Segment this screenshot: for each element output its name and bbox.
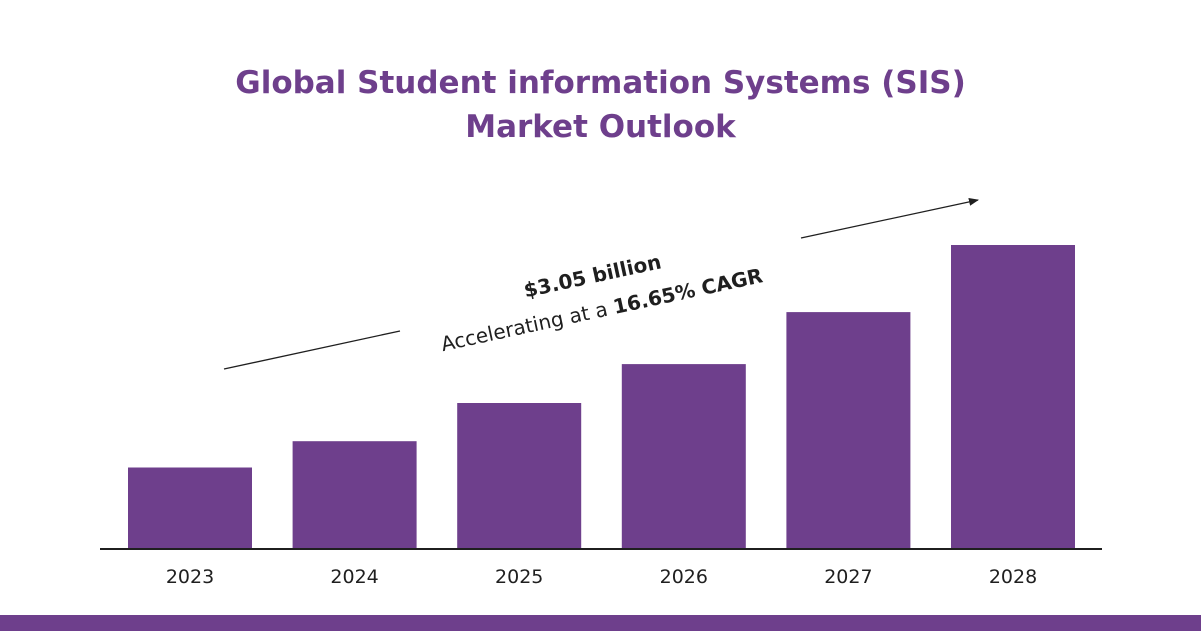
- bar-2025: [457, 403, 582, 549]
- x-tick-label-2024: 2024: [330, 566, 378, 588]
- chart-title-line-1: Global Student information Systems (SIS): [235, 65, 966, 101]
- trend-arrow-right: [800, 197, 979, 239]
- bar-2027: [786, 312, 911, 549]
- bar-2028: [951, 245, 1075, 549]
- x-tick-label-2027: 2027: [824, 566, 872, 588]
- chart-title-line-2: Market Outlook: [465, 109, 736, 145]
- bar-2026: [621, 364, 746, 549]
- x-tick-label-2028: 2028: [989, 566, 1037, 588]
- bar-2023: [128, 467, 252, 549]
- bars-group: [128, 245, 1075, 549]
- bar-2024: [292, 441, 417, 549]
- x-tick-label-2026: 2026: [660, 566, 708, 588]
- trend-line-left: [223, 330, 401, 370]
- cagr-annotation: $3.05 billion Accelerating at a 16.65% C…: [439, 249, 765, 356]
- x-tick-label-2023: 2023: [166, 566, 214, 588]
- x-tick-label-2025: 2025: [495, 566, 543, 588]
- cagr-prefix: Accelerating at a: [439, 295, 616, 356]
- x-tick-labels: 2023 2024 2025 2026 2027 2028: [166, 566, 1037, 588]
- bottom-brand-band: [0, 615, 1201, 631]
